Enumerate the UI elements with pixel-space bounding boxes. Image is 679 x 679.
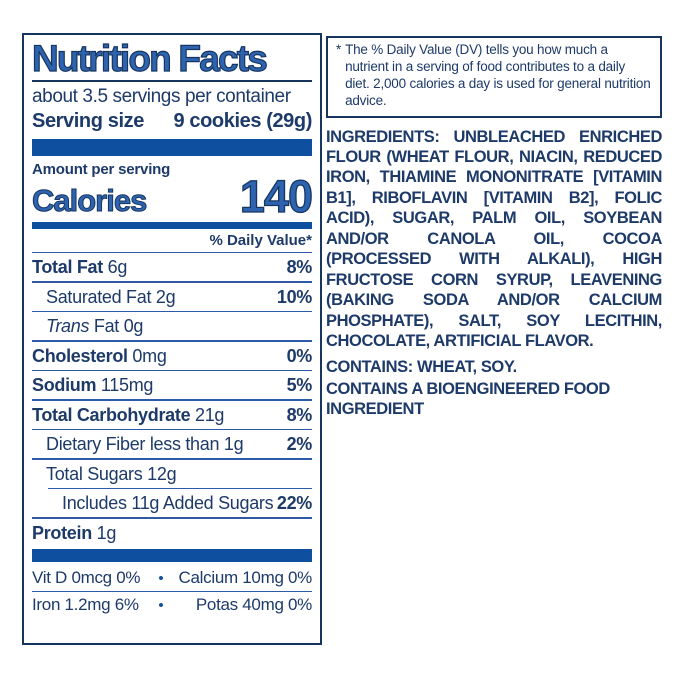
nutrient-amount: 1g <box>96 522 117 543</box>
ingredients-paragraph: INGREDIENTS: UNBLEACHED ENRICHED FLOUR (… <box>326 127 662 352</box>
row-divider <box>32 340 312 342</box>
nutrient-dv: 10% <box>276 286 312 307</box>
ingredients-text: UNBLEACHED ENRICHED FLOUR (WHEAT FLOUR, … <box>326 127 662 351</box>
micronutrient-left: Iron 1.2mg 6% <box>32 595 139 615</box>
nutrient-name: Total Carbohydrate 21g <box>32 405 224 426</box>
nutrient-amount: 21g <box>195 404 225 425</box>
nutrient-name-text: Includes 11g Added Sugars <box>62 493 274 514</box>
servings-per-container: about 3.5 servings per container <box>32 85 291 107</box>
nutrient-name-text: Saturated Fat <box>46 286 152 307</box>
row-divider <box>32 458 312 460</box>
nutrient-row-total-fat: Total Fat 6g 8% <box>32 253 312 281</box>
nutrient-dv: 0% <box>286 345 313 366</box>
contains-statement: CONTAINS: WHEAT, SOY. <box>326 358 517 377</box>
nutrient-name: Includes 11g Added Sugars <box>32 493 274 514</box>
row-divider-indented <box>48 487 312 490</box>
nutrient-amount: less than 1g <box>149 434 244 455</box>
row-divider <box>32 281 312 283</box>
nutrient-row-total-carbohydrate: Total Carbohydrate 21g 8% <box>32 401 312 429</box>
serving-size-label: Serving size <box>32 109 144 132</box>
micronutrient-left: Vit D 0mcg 0% <box>32 567 141 587</box>
nutrient-dv: 8% <box>286 257 313 278</box>
thick-bar-bottom <box>32 548 312 562</box>
nutrient-name-bold: Total Carbohydrate <box>32 404 191 425</box>
nutrient-amount: 2g <box>155 286 176 307</box>
thick-bar-top <box>32 138 312 156</box>
nutrient-amount: 0g <box>123 316 144 337</box>
nutrient-name: Cholesterol 0mg <box>32 346 167 367</box>
row-divider <box>32 517 312 519</box>
row-divider <box>32 251 312 254</box>
calories-label: Calories <box>31 182 147 218</box>
row-divider <box>32 310 312 313</box>
bullet-separator-icon: • <box>158 569 164 587</box>
medium-bar <box>32 221 312 229</box>
nutrient-name-text: Total Sugars <box>46 463 143 484</box>
nutrient-amount: 6g <box>107 257 128 278</box>
nutrient-row-trans-fat: Trans Fat 0g <box>32 312 312 340</box>
nutrient-name: Sodium 115mg <box>32 375 153 396</box>
nutrient-name: Protein 1g <box>32 523 116 544</box>
serving-size-value: 9 cookies (29g) <box>173 109 312 132</box>
nutrient-row-saturated-fat: Saturated Fat 2g 10% <box>32 283 312 311</box>
nutrient-name-bold: Total Fat <box>32 257 103 278</box>
bioengineered-statement: CONTAINS A BIOENGINEERED FOOD INGREDIENT <box>326 379 610 419</box>
nutrient-dv: 8% <box>286 404 313 425</box>
nutrient-row-protein: Protein 1g <box>32 519 312 547</box>
daily-value-header: % Daily Value* <box>209 231 312 249</box>
nutrient-dv: 5% <box>286 375 313 396</box>
nutrient-dv: 22% <box>276 493 312 514</box>
right-column: * The % Daily Value (DV) tells you how m… <box>326 36 662 420</box>
nutrient-row-sodium: Sodium 115mg 5% <box>32 371 312 399</box>
nutrient-amount: 115mg <box>100 375 154 396</box>
nutrient-name: Trans Fat 0g <box>32 316 143 337</box>
nutrition-facts-title: Nutrition Facts <box>31 38 268 79</box>
calories-value: 140 <box>239 170 313 222</box>
nutrient-name: Total Fat 6g <box>32 257 127 278</box>
micronutrient-row-vitd-calcium: Vit D 0mcg 0% • Calcium 10mg 0% <box>32 565 312 591</box>
footnote-text: The % Daily Value (DV) tells you how muc… <box>345 42 651 108</box>
row-divider <box>32 399 312 401</box>
nutrition-facts-panel: Nutrition Facts about 3.5 servings per c… <box>22 33 322 645</box>
nutrient-amount: 12g <box>147 463 177 484</box>
nutrient-row-total-sugars: Total Sugars 12g <box>32 460 312 488</box>
calories-row: Calories 140 <box>31 170 313 222</box>
bullet-separator-icon: • <box>158 597 164 615</box>
nutrient-row-dietary-fiber: Dietary Fiber less than 1g 2% <box>32 430 312 458</box>
serving-size-row: Serving size 9 cookies (29g) <box>32 109 312 137</box>
ingredients-label: INGREDIENTS: <box>326 127 440 146</box>
row-divider <box>32 590 312 593</box>
nutrient-name: Dietary Fiber less than 1g <box>32 434 244 455</box>
micronutrient-right: Calcium 10mg 0% <box>178 567 313 587</box>
nutrient-name-bold: Sodium <box>32 375 97 396</box>
daily-value-footnote-box: * The % Daily Value (DV) tells you how m… <box>326 36 662 118</box>
micronutrient-row-iron-potassium: Iron 1.2mg 6% • Potas 40mg 0% <box>32 592 312 618</box>
nutrient-dv: 2% <box>286 434 313 455</box>
nutrient-name-text: Fat <box>93 316 119 337</box>
footnote-asterisk: * <box>336 42 342 57</box>
amount-per-serving-label: Amount per serving <box>32 160 171 178</box>
nutrient-row-added-sugars: Includes 11g Added Sugars 22% <box>32 489 312 517</box>
row-divider <box>32 428 312 431</box>
nutrient-name-bold: Protein <box>32 522 92 543</box>
nutrient-name-italic: Trans <box>46 316 90 337</box>
nutrient-name-bold: Cholesterol <box>32 345 128 366</box>
row-divider <box>32 369 312 372</box>
nutrient-name: Saturated Fat 2g <box>32 286 176 308</box>
micronutrient-right: Potas 40mg 0% <box>195 595 312 615</box>
nutrient-name-text: Dietary Fiber <box>46 434 146 455</box>
nutrient-row-cholesterol: Cholesterol 0mg 0% <box>32 342 312 370</box>
nutrient-amount: 0mg <box>132 345 167 366</box>
title-divider <box>32 79 312 82</box>
nutrient-name: Total Sugars 12g <box>32 463 177 485</box>
